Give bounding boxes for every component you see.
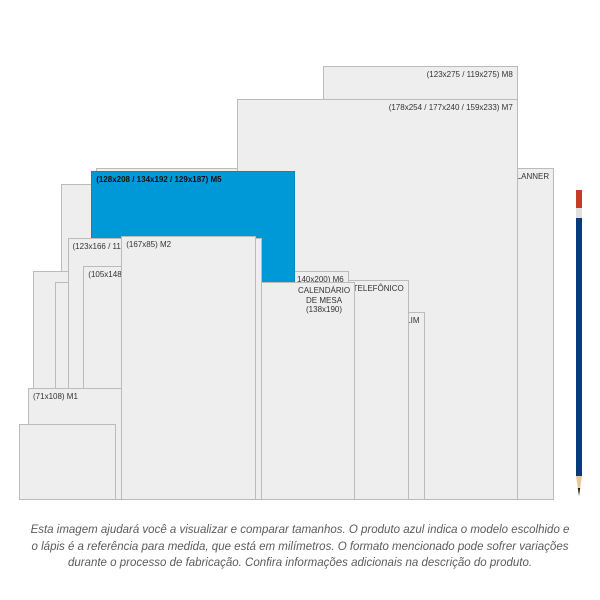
pencil-reference: [574, 190, 584, 500]
size-label-m1: (71x108) M1: [33, 392, 78, 402]
caption-text: Esta imagem ajudará você a visualizar e …: [30, 522, 570, 572]
size-comparison-stage: (210x290) CALENDÁRIO PLANNER(200x270 / 2…: [28, 60, 548, 500]
size-label-m5: (128x208 / 134x192 / 129x187) M5: [96, 175, 221, 185]
size-label-m7: (178x254 / 177x240 / 159x233) M7: [389, 103, 513, 113]
size-label-calmesa: CALENDÁRIO DE MESA (138x190): [298, 286, 350, 315]
size-label-m2: (167x85) M2: [126, 240, 171, 250]
size-rect-m2: (167x85) M2: [121, 236, 255, 500]
size-rect-mini: [19, 424, 117, 500]
size-label-m8: (123x275 / 119x275) M8: [427, 70, 513, 80]
